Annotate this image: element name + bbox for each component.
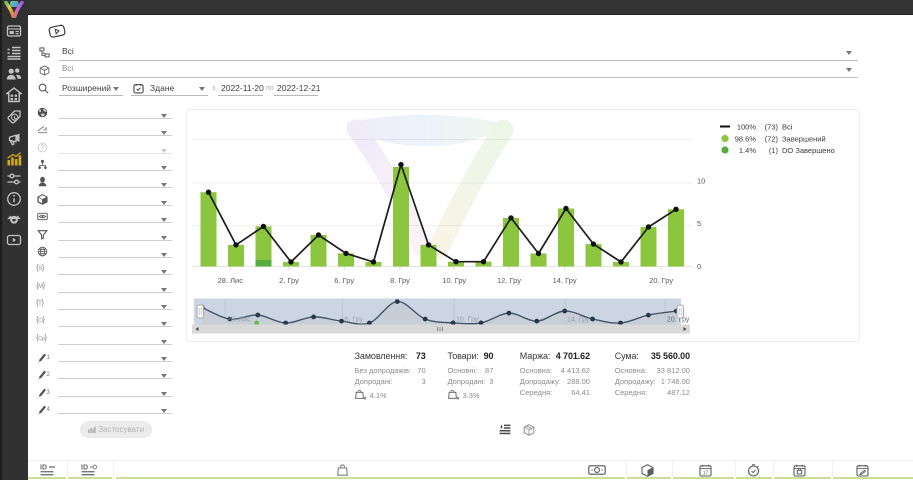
svg-text:14. Гру: 14. Гру [567, 317, 590, 324]
svg-text:28. Лис: 28. Лис [218, 276, 244, 285]
svg-text:12. Гру: 12. Гру [497, 276, 521, 285]
svg-text:DO Завершено: DO Завершено [782, 146, 835, 155]
svg-text:5: 5 [697, 219, 701, 228]
svg-text:100%: 100% [737, 122, 757, 131]
svg-text:98.6%: 98.6% [735, 134, 757, 143]
svg-text:6. Гру: 6. Гру [345, 317, 364, 324]
svg-text:20. Гру: 20. Гру [649, 276, 673, 285]
svg-text:6. Гру: 6. Гру [334, 276, 354, 285]
svg-text:Завершений: Завершений [782, 134, 826, 143]
svg-text:2. Гру: 2. Гру [279, 276, 299, 285]
svg-text:ID: ID [81, 465, 88, 472]
svg-text:28. Лис: 28. Лис [227, 317, 251, 324]
svg-text:10. Гру: 10. Гру [442, 276, 466, 285]
svg-text:(1): (1) [769, 146, 779, 155]
svg-text:ID: ID [40, 465, 47, 472]
svg-text:(73): (73) [765, 122, 779, 131]
svg-text:17: 17 [703, 471, 709, 477]
svg-text:20. Гру: 20. Гру [667, 317, 690, 324]
svg-text:1.4%: 1.4% [739, 146, 756, 155]
svg-text:8. Гру: 8. Гру [390, 276, 410, 285]
svg-text:10. Гру: 10. Гру [456, 317, 479, 324]
svg-text:10: 10 [697, 177, 705, 186]
svg-text:0: 0 [697, 262, 701, 271]
svg-text:(72): (72) [765, 134, 779, 143]
svg-text:Всі: Всі [782, 122, 793, 131]
svg-text:14. Гру: 14. Гру [553, 276, 577, 285]
